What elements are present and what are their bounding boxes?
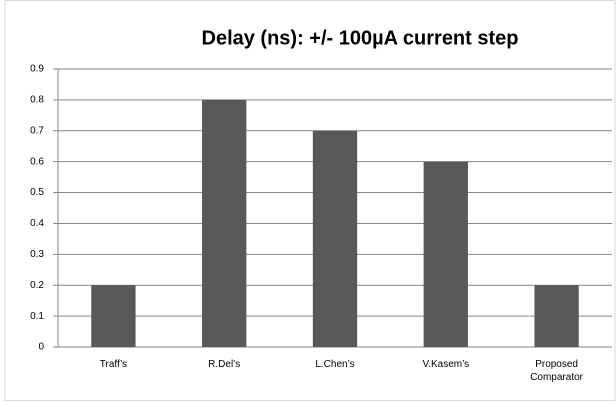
x-tick-label: R.Del’s	[208, 359, 241, 370]
y-tick-label: 0.6	[30, 156, 44, 167]
chart-title: Delay (ns): +/- 100µA current step	[202, 27, 519, 49]
x-tick-label: Traff’s	[99, 359, 127, 370]
x-tick-label: L.Chen’s	[315, 359, 355, 370]
bar	[534, 285, 579, 347]
y-tick-label: 0.5	[30, 187, 44, 198]
y-tick-label: 0.9	[30, 64, 44, 75]
bar	[202, 99, 247, 347]
x-tick-label: V.Kasem’s	[422, 359, 470, 370]
y-tick-label: 0.3	[30, 249, 44, 260]
bar	[91, 285, 136, 347]
y-tick-label: 0.4	[30, 218, 44, 229]
y-tick-label: 0	[38, 342, 44, 353]
x-tick-label: Proposed Comparator	[530, 359, 583, 383]
y-tick-label: 0.8	[30, 95, 44, 106]
bar	[423, 161, 468, 347]
y-tick-label: 0.7	[30, 125, 44, 136]
y-tick-label: 0.2	[30, 280, 44, 291]
y-tick-label: 0.1	[30, 311, 44, 322]
bar	[312, 130, 358, 347]
